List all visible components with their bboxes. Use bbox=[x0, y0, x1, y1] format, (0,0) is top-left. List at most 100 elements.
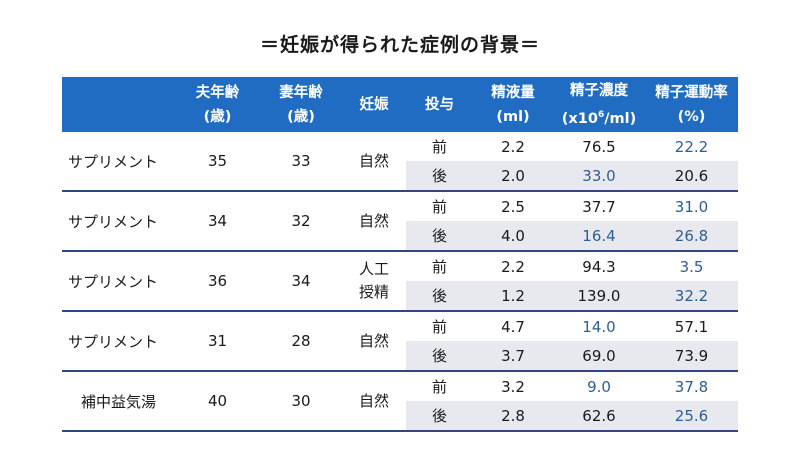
timing-cell: 後 bbox=[431, 287, 447, 305]
semen-volume-cell: 2.5 bbox=[501, 197, 525, 216]
timing-cell: 前 bbox=[431, 258, 447, 276]
header-label: 精子濃度 bbox=[570, 82, 628, 99]
wife-age-cell: 28 bbox=[291, 332, 311, 350]
before-row: 前 2.2 76.5 22.2 bbox=[406, 132, 738, 161]
pregnancy-text: 自然 bbox=[358, 331, 389, 350]
treatment-cell: サプリメント bbox=[68, 332, 159, 351]
case-row: サプリメント 34 32 自然 前 2.5 37.7 31.0 後 4.0 16.4 26.8 bbox=[62, 192, 738, 252]
after-row: 後 4.0 16.4 26.8 bbox=[406, 221, 738, 250]
header-unit: (歳) bbox=[287, 108, 315, 125]
header-wife-age: 妻年齢 (歳) bbox=[260, 77, 342, 132]
treatment-cell: サプリメント bbox=[68, 152, 159, 171]
semen-volume-cell: 3.7 bbox=[501, 346, 525, 365]
treatment-cell: サプリメント bbox=[68, 272, 159, 291]
pregnancy-text: 人工 bbox=[358, 260, 389, 278]
husband-age-cell: 31 bbox=[207, 332, 228, 350]
before-after-block: 前 4.7 14.0 57.1 後 3.7 69.0 73.9 bbox=[406, 312, 738, 370]
pregnancy-text: 自然 bbox=[358, 211, 389, 230]
header-unit: (%) bbox=[677, 108, 706, 125]
semen-volume-cell: 1.2 bbox=[501, 286, 525, 305]
case-row: サプリメント 31 28 自然 前 4.7 14.0 57.1 後 3.7 69.0 73.9 bbox=[62, 312, 738, 372]
case-background-table: 夫年齢 (歳) 妻年齢 (歳) 妊娠 投与 精液量 (ml) 精子濃度 (x10… bbox=[62, 77, 738, 432]
semen-volume-cell: 2.2 bbox=[501, 257, 525, 276]
husband-age-cell: 35 bbox=[207, 152, 228, 170]
pregnancy-text: 自然 bbox=[358, 391, 389, 410]
wife-age-cell: 34 bbox=[291, 272, 311, 290]
header-sperm-motility: 精子運動率 (%) bbox=[645, 77, 738, 132]
timing-cell: 前 bbox=[431, 198, 447, 216]
timing-cell: 後 bbox=[431, 167, 447, 185]
after-row: 後 2.8 62.6 25.6 bbox=[406, 401, 738, 430]
header-label: 投与 bbox=[425, 96, 454, 113]
semen-volume-cell: 2.8 bbox=[501, 406, 525, 425]
sperm-concentration-cell: 16.4 bbox=[582, 226, 616, 245]
header-label: 妊娠 bbox=[359, 96, 389, 113]
sperm-motility-cell: 25.6 bbox=[674, 406, 709, 425]
pregnancy-cell: 自然 bbox=[342, 312, 406, 370]
before-row: 前 4.7 14.0 57.1 bbox=[406, 312, 738, 341]
timing-cell: 後 bbox=[431, 227, 447, 245]
sperm-motility-cell: 3.5 bbox=[679, 257, 704, 276]
pregnancy-text: 授精 bbox=[358, 283, 389, 301]
sperm-concentration-cell: 94.3 bbox=[582, 257, 616, 276]
timing-cell: 後 bbox=[431, 407, 447, 425]
page-title: ＝妊娠が得られた症例の背景＝ bbox=[259, 34, 540, 56]
sperm-motility-cell: 57.1 bbox=[674, 317, 709, 336]
timing-cell: 後 bbox=[431, 347, 447, 365]
sperm-concentration-cell: 139.0 bbox=[577, 286, 621, 305]
sperm-motility-cell: 20.6 bbox=[674, 166, 709, 185]
header-unit: (歳) bbox=[203, 108, 232, 125]
wife-age-cell: 32 bbox=[291, 212, 311, 230]
header-administration: 投与 bbox=[406, 77, 473, 132]
header-husband-age: 夫年齢 (歳) bbox=[175, 77, 260, 132]
sperm-concentration-cell: 33.0 bbox=[582, 166, 616, 185]
timing-cell: 前 bbox=[431, 138, 447, 156]
sperm-motility-cell: 22.2 bbox=[674, 137, 709, 156]
header-unit: (ml) bbox=[496, 108, 530, 125]
before-row: 前 2.5 37.7 31.0 bbox=[406, 192, 738, 221]
semen-volume-cell: 3.2 bbox=[501, 377, 525, 396]
before-after-block: 前 2.5 37.7 31.0 後 4.0 16.4 26.8 bbox=[406, 192, 738, 250]
header-label: 夫年齢 bbox=[195, 84, 240, 101]
header-label: 妻年齢 bbox=[279, 84, 323, 101]
table-body: サプリメント 35 33 自然前 2.2 76.5 22.2 後 2.0 33.0 20.6 サプリメ… bbox=[62, 132, 738, 432]
semen-volume-cell: 4.7 bbox=[501, 317, 525, 336]
sperm-concentration-cell: 62.6 bbox=[582, 406, 616, 425]
semen-volume-cell: 4.0 bbox=[501, 226, 525, 245]
sperm-motility-cell: 26.8 bbox=[674, 226, 709, 245]
sperm-motility-cell: 37.8 bbox=[674, 377, 709, 396]
header-label: 精液量 bbox=[491, 84, 535, 101]
pregnancy-cell: 自然 bbox=[342, 372, 406, 430]
after-row: 後 2.0 33.0 20.6 bbox=[406, 161, 738, 190]
case-row: サプリメント 35 33 自然 前 2.2 76.5 22.2 後 2.0 33.0 20.6 bbox=[62, 132, 738, 192]
pregnancy-text: 自然 bbox=[358, 151, 389, 170]
timing-cell: 前 bbox=[431, 378, 447, 396]
header-pregnancy: 妊娠 bbox=[342, 77, 406, 132]
case-row: サプリメント 36 34 人工 授精 前 2.2 94.3 3.5 後 1.2 139.0 32.2 bbox=[62, 252, 738, 312]
before-row: 前 3.2 9.0 37.8 bbox=[406, 372, 738, 401]
treatment-cell: 補中益気湯 bbox=[80, 392, 156, 411]
header-semen-volume: 精液量 (ml) bbox=[473, 77, 553, 132]
pregnancy-cell: 人工 授精 bbox=[342, 252, 406, 310]
sperm-motility-cell: 31.0 bbox=[674, 197, 709, 216]
sperm-motility-cell: 73.9 bbox=[674, 346, 709, 365]
pregnancy-cell: 自然 bbox=[342, 192, 406, 250]
before-after-block: 前 2.2 94.3 3.5 後 1.2 139.0 32.2 bbox=[406, 252, 738, 310]
semen-volume-cell: 2.0 bbox=[501, 166, 525, 185]
before-row: 前 2.2 94.3 3.5 bbox=[406, 252, 738, 281]
sperm-concentration-cell: 14.0 bbox=[582, 317, 616, 336]
before-after-block: 前 3.2 9.0 37.8 後 2.8 62.6 25.6 bbox=[406, 372, 738, 430]
husband-age-cell: 34 bbox=[207, 212, 228, 230]
semen-volume-cell: 2.2 bbox=[501, 137, 525, 156]
sperm-concentration-cell: 76.5 bbox=[582, 137, 616, 156]
table-header: 夫年齢 (歳) 妻年齢 (歳) 妊娠 投与 精液量 (ml) 精子濃度 (x10… bbox=[62, 77, 738, 132]
treatment-cell: サプリメント bbox=[68, 212, 159, 231]
header-label: 精子運動率 bbox=[655, 84, 728, 101]
pregnancy-cell: 自然 bbox=[342, 132, 406, 190]
sperm-concentration-cell: 37.7 bbox=[582, 197, 616, 216]
header-unit: (x106/ml) bbox=[561, 109, 637, 127]
wife-age-cell: 33 bbox=[291, 152, 311, 170]
sperm-concentration-cell: 69.0 bbox=[582, 346, 616, 365]
after-row: 後 3.7 69.0 73.9 bbox=[406, 341, 738, 370]
header-treatment bbox=[62, 77, 175, 132]
